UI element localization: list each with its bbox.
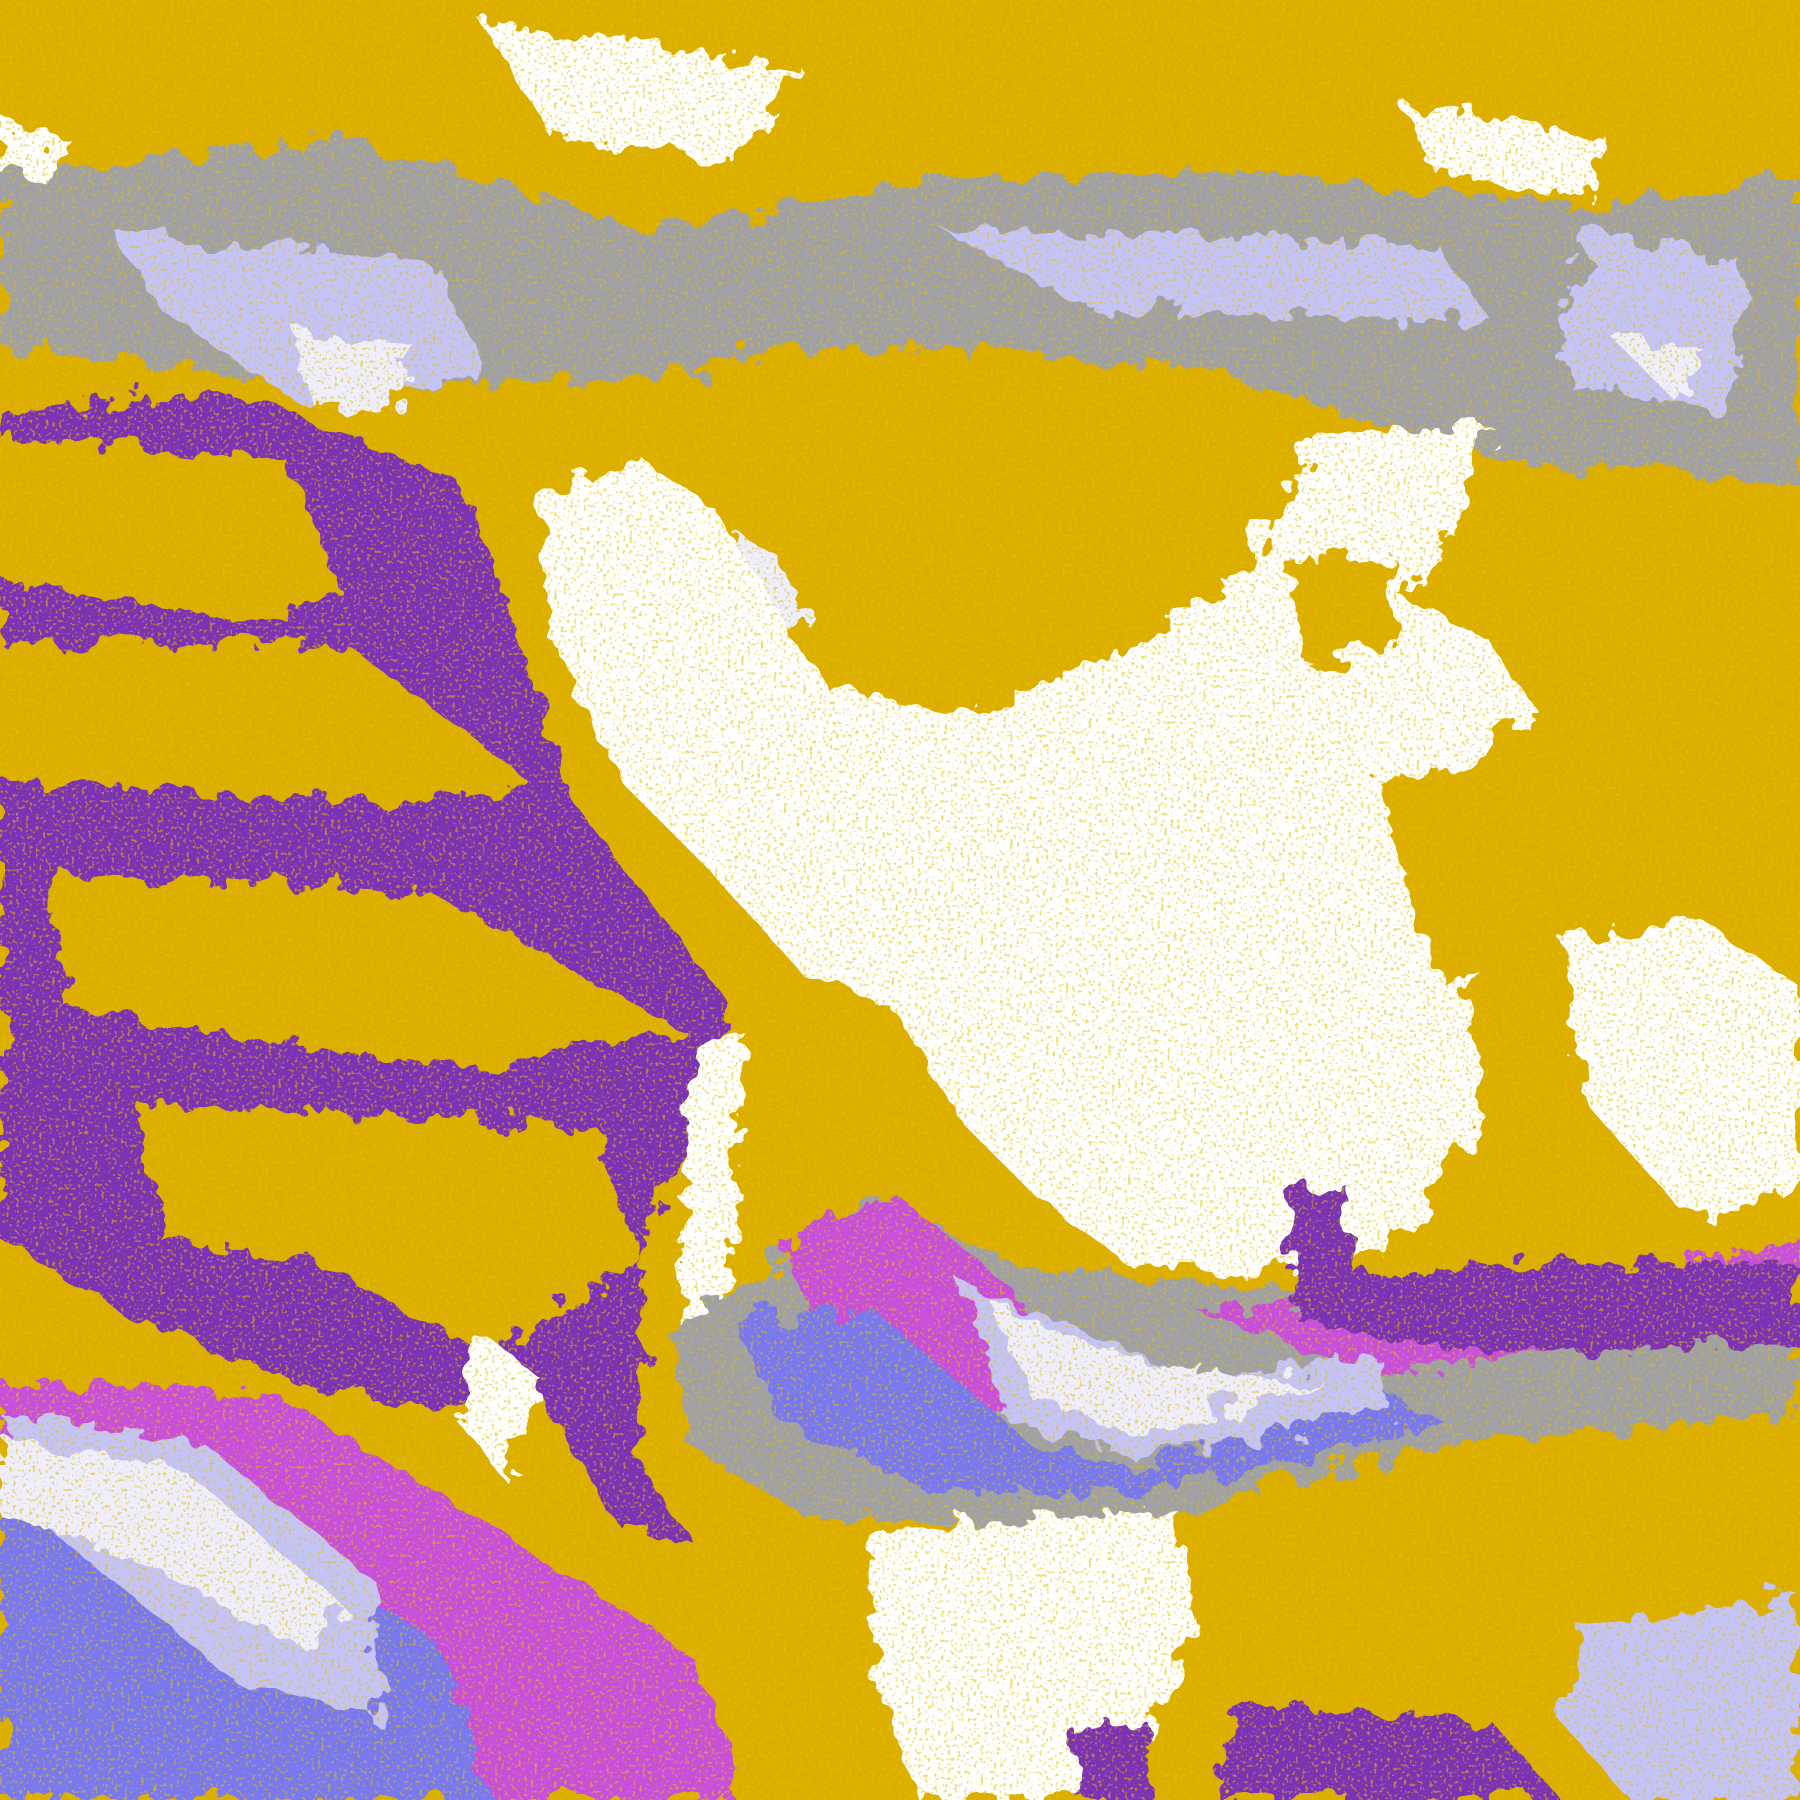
cloud-texture-speckle [0,0,1800,1800]
cloud-classification-map [0,0,1800,1800]
map-canvas [0,0,1800,1800]
